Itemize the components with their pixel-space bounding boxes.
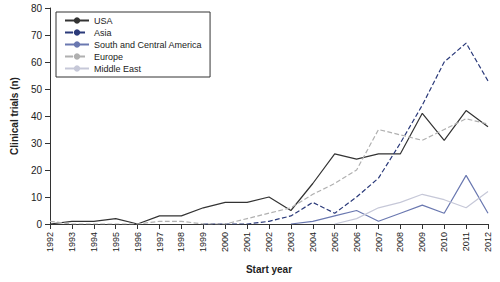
svg-text:2001: 2001: [242, 232, 252, 252]
svg-text:2009: 2009: [417, 232, 427, 252]
svg-text:70: 70: [31, 30, 43, 41]
svg-text:Clinical trials (n): Clinical trials (n): [9, 77, 20, 155]
svg-text:1992: 1992: [45, 232, 55, 252]
svg-text:1993: 1993: [67, 232, 77, 252]
svg-text:30: 30: [31, 138, 43, 149]
svg-text:2007: 2007: [374, 232, 384, 252]
svg-text:1995: 1995: [111, 232, 121, 252]
svg-text:0: 0: [36, 219, 42, 230]
svg-text:1994: 1994: [89, 232, 99, 252]
svg-text:2000: 2000: [220, 232, 230, 252]
svg-text:2005: 2005: [330, 232, 340, 252]
svg-text:2006: 2006: [352, 232, 362, 252]
svg-text:2004: 2004: [308, 232, 318, 252]
svg-text:1997: 1997: [155, 232, 165, 252]
svg-text:1998: 1998: [176, 232, 186, 252]
svg-text:1999: 1999: [198, 232, 208, 252]
svg-text:2011: 2011: [461, 232, 471, 251]
svg-text:20: 20: [31, 165, 43, 176]
svg-text:2012: 2012: [483, 232, 493, 252]
svg-text:South and Central America: South and Central America: [94, 40, 202, 50]
svg-text:80: 80: [31, 3, 43, 14]
svg-text:2008: 2008: [395, 232, 405, 252]
svg-text:50: 50: [31, 84, 43, 95]
svg-text:10: 10: [31, 192, 43, 203]
svg-text:2003: 2003: [286, 232, 296, 252]
svg-text:Europe: Europe: [94, 52, 123, 62]
svg-text:Start year: Start year: [246, 264, 292, 275]
svg-text:2002: 2002: [264, 232, 274, 252]
svg-text:60: 60: [31, 57, 43, 68]
svg-text:1996: 1996: [133, 232, 143, 252]
svg-text:USA: USA: [94, 16, 113, 26]
svg-text:2010: 2010: [439, 232, 449, 252]
svg-text:Asia: Asia: [94, 28, 112, 38]
svg-text:Middle East: Middle East: [94, 64, 142, 74]
svg-text:40: 40: [31, 111, 43, 122]
